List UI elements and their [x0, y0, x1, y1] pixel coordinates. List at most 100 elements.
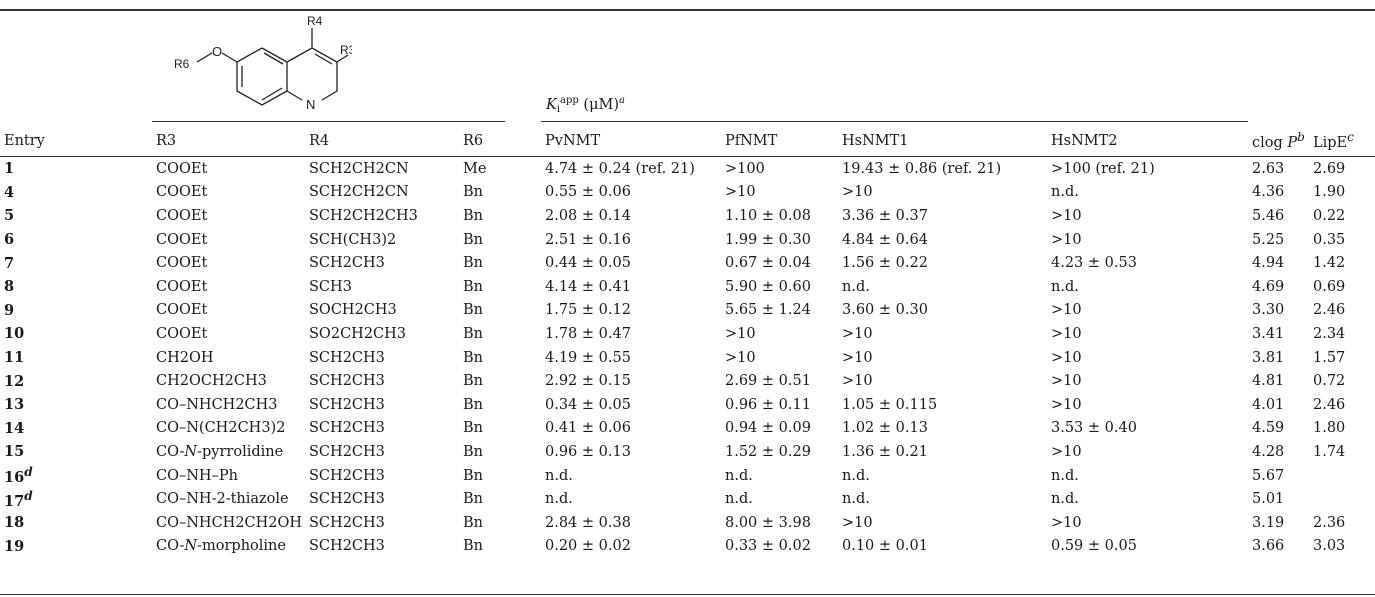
cell-clogp: 4.28	[1252, 443, 1285, 460]
cell-hsnmt2: 4.23 ± 0.53	[1051, 255, 1137, 272]
cell-r6: Bn	[463, 278, 483, 295]
cell-entry: 13	[4, 396, 25, 414]
cell-pfnmt: 8.00 ± 3.98	[725, 514, 811, 531]
col-header-r6: R6	[459, 125, 541, 157]
cell-lipe: 0.72	[1313, 373, 1346, 390]
cell-r4: SCH2CH3	[309, 443, 385, 460]
cell-pvnmt: 2.51 ± 0.16	[545, 231, 631, 248]
cell-clogp: 4.81	[1252, 373, 1285, 390]
cell-r6: Bn	[463, 443, 483, 460]
cell-lipe: 2.36	[1313, 514, 1346, 531]
cell-pvnmt: 1.78 ± 0.47	[545, 325, 631, 342]
table-row: 6 COOEt SCH(CH3)2 Bn 2.51 ± 0.16 1.99 ± 0.30 4…	[0, 228, 1375, 252]
cell-lipe: 3.03	[1313, 538, 1346, 555]
cell-hsnmt2: >10	[1051, 373, 1082, 390]
cell-pfnmt: 2.69 ± 0.51	[725, 373, 811, 390]
cell-entry: 8	[4, 278, 15, 296]
cell-hsnmt1: 1.05 ± 0.115	[842, 396, 938, 413]
cell-lipe	[1309, 464, 1375, 488]
cell-lipe: 0.22	[1313, 207, 1346, 224]
cell-r3: COOEt	[156, 184, 208, 201]
cell-clogp: 3.81	[1252, 349, 1285, 366]
cell-entry: 11	[4, 349, 25, 367]
structure-label-r6: R6	[174, 57, 190, 71]
cell-r3: COOEt	[156, 255, 208, 272]
cell-hsnmt1: n.d.	[842, 491, 870, 508]
cell-lipe: 2.34	[1313, 325, 1346, 342]
ki-group-rule	[541, 121, 1248, 122]
cell-r3: COOEt	[156, 160, 208, 177]
cell-clogp: 4.59	[1252, 420, 1285, 437]
cell-hsnmt1: >10	[842, 373, 873, 390]
cell-r4: SCH2CH2CN	[309, 160, 409, 177]
cell-entry: 10	[4, 325, 25, 343]
cell-pfnmt: 0.67 ± 0.04	[725, 255, 811, 272]
table-row: 11 CH2OH SCH2CH3 Bn 4.19 ± 0.55 >10 >10 >10 3.81…	[0, 346, 1375, 370]
cell-clogp: 4.94	[1252, 255, 1285, 272]
cell-hsnmt2: >10	[1051, 231, 1082, 248]
table-row: 7 COOEt SCH2CH3 Bn 0.44 ± 0.05 0.67 ± 0.04 1.5…	[0, 251, 1375, 275]
cell-pfnmt: 5.65 ± 1.24	[725, 302, 811, 319]
cell-pfnmt: 0.96 ± 0.11	[725, 396, 811, 413]
cell-hsnmt2: n.d.	[1051, 184, 1079, 201]
cell-lipe: 0.35	[1313, 231, 1346, 248]
column-header-row: Entry R3 R4 R6 PvNMT PfNMT HsNMT1 HsNMT2…	[0, 125, 1375, 157]
cell-pfnmt: >10	[725, 325, 756, 342]
cell-r6: Bn	[463, 420, 483, 437]
cell-hsnmt1: >10	[842, 325, 873, 342]
table-row: 16d CO–NH–Ph SCH2CH3 Bn n.d. n.d. n.d. n.d. 5.67	[0, 464, 1375, 488]
cell-pvnmt: 4.14 ± 0.41	[545, 278, 631, 295]
cell-entry: 17d	[4, 488, 33, 510]
cell-lipe: 0.69	[1313, 278, 1346, 295]
cell-r6: Bn	[463, 184, 483, 201]
table-bottom-rule	[0, 594, 1375, 595]
cell-lipe: 2.46	[1313, 302, 1346, 319]
cell-r4: SCH2CH3	[309, 420, 385, 437]
cell-hsnmt2: 0.59 ± 0.05	[1051, 538, 1137, 555]
cell-r4: SCH(CH3)2	[309, 231, 397, 248]
cell-entry: 14	[4, 419, 25, 437]
table-row: 19 CO-N-morpholine SCH2CH3 Bn 0.20 ± 0.02 0.3…	[0, 535, 1375, 559]
cell-entry: 7	[4, 254, 15, 272]
cell-hsnmt2: >10	[1051, 396, 1082, 413]
cell-entry: 1	[4, 160, 15, 178]
cell-hsnmt2: n.d.	[1051, 491, 1079, 508]
nmt-inhibition-table: Entry R3 R4 R6 PvNMT PfNMT HsNMT1 HsNMT2…	[0, 125, 1375, 558]
cell-hsnmt1: >10	[842, 349, 873, 366]
cell-hsnmt1: 1.36 ± 0.21	[842, 443, 928, 460]
cell-pvnmt: n.d.	[545, 467, 573, 484]
cell-clogp: 4.01	[1252, 396, 1285, 413]
cell-r4: SCH3	[309, 278, 352, 295]
cell-r4: SCH2CH3	[309, 349, 385, 366]
structure-label-n: N	[306, 97, 315, 112]
cell-r6: Bn	[463, 255, 483, 272]
cell-hsnmt2: >10	[1051, 302, 1082, 319]
structure-label-r4: R4	[307, 14, 323, 28]
structure-label-o: O	[212, 44, 222, 59]
cell-r6: Bn	[463, 302, 483, 319]
cell-pvnmt: 1.75 ± 0.12	[545, 302, 631, 319]
cell-r3: CO–NHCH2CH2OH	[156, 514, 303, 531]
ki-group-header: Kiapp (μM)a	[546, 95, 625, 116]
cell-entry: 18	[4, 514, 25, 532]
cell-r3: COOEt	[156, 325, 208, 342]
cell-lipe: 1.57	[1313, 349, 1346, 366]
table-row: 9 COOEt SOCH2CH3 Bn 1.75 ± 0.12 5.65 ± 1.24 3.…	[0, 299, 1375, 323]
cell-entry: 16d	[4, 465, 33, 486]
table-row: 10 COOEt SO2CH2CH3 Bn 1.78 ± 0.47 >10 >10 >10 3.…	[0, 322, 1375, 346]
cell-pfnmt: 0.33 ± 0.02	[725, 538, 811, 555]
cell-r6: Bn	[463, 514, 483, 531]
cell-r4: SCH2CH3	[309, 514, 385, 531]
cell-hsnmt2: 3.53 ± 0.40	[1051, 420, 1137, 437]
cell-hsnmt1: 4.84 ± 0.64	[842, 231, 928, 248]
table-body: 1 COOEt SCH2CH2CN Me 4.74 ± 0.24 (ref. 21) >1…	[0, 157, 1375, 559]
cell-hsnmt1: 1.02 ± 0.13	[842, 420, 928, 437]
cell-hsnmt1: 19.43 ± 0.86 (ref. 21)	[842, 160, 1002, 177]
cell-r4: SCH2CH2CH3	[309, 207, 418, 224]
cell-hsnmt1: 0.10 ± 0.01	[842, 538, 928, 555]
cell-clogp: 5.67	[1252, 467, 1285, 484]
cell-pfnmt: 0.94 ± 0.09	[725, 420, 811, 437]
cell-hsnmt2: >10	[1051, 325, 1082, 342]
cell-clogp: 3.19	[1252, 514, 1285, 531]
cell-hsnmt2: >10	[1051, 207, 1082, 224]
